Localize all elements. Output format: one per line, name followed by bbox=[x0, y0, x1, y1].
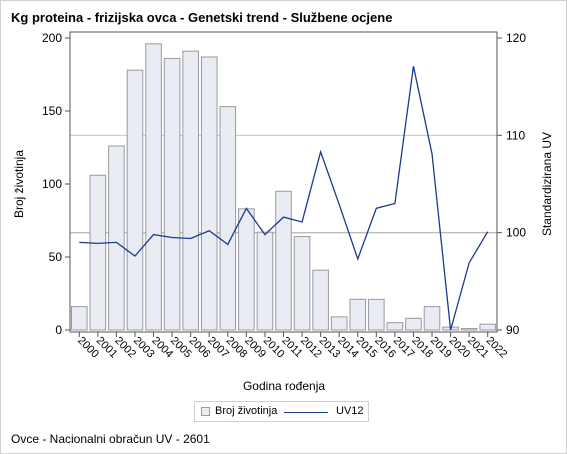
bar bbox=[293, 236, 311, 331]
bar bbox=[200, 56, 218, 331]
y2-tick-label: 110 bbox=[506, 128, 525, 142]
bar bbox=[163, 57, 181, 331]
legend-bar-swatch bbox=[201, 407, 210, 416]
legend-bar-label: Broj životinja bbox=[215, 405, 278, 417]
bar bbox=[108, 145, 125, 331]
y2-tick-label: 120 bbox=[506, 31, 526, 45]
y2-axis-label: Standardizirana UV bbox=[540, 132, 554, 236]
bar bbox=[275, 190, 292, 331]
bar bbox=[238, 208, 255, 331]
x-axis-label: Godina rođenja bbox=[243, 379, 325, 393]
bar bbox=[405, 317, 422, 331]
legend-line-swatch bbox=[284, 412, 328, 413]
y-tick-label: 0 bbox=[55, 323, 62, 337]
bar bbox=[479, 323, 497, 331]
line-series bbox=[79, 66, 489, 331]
bar bbox=[330, 316, 348, 331]
bar bbox=[423, 306, 441, 331]
chart-title: Kg proteina - frizijska ovca - Genetski … bbox=[11, 10, 393, 25]
bar bbox=[145, 43, 162, 331]
bar bbox=[182, 50, 199, 331]
y2-axis-ticks: 90 100 110 120 bbox=[497, 31, 526, 337]
y2-tick-label: 100 bbox=[506, 226, 526, 240]
footnote: Ovce - Nacionalni obračun UV - 2601 bbox=[11, 432, 210, 446]
bar bbox=[460, 328, 478, 331]
bar bbox=[256, 231, 274, 331]
bar bbox=[70, 306, 88, 331]
y-axis-ticks: 0 50 100 150 200 bbox=[42, 31, 70, 337]
bar bbox=[89, 174, 107, 331]
x-axis-ticks: 2000200120022003200420052006200720082009… bbox=[75, 332, 509, 360]
y-tick-label: 150 bbox=[42, 104, 62, 118]
bar bbox=[368, 298, 385, 331]
bar bbox=[349, 298, 367, 331]
bar-series bbox=[70, 43, 497, 331]
y-tick-label: 100 bbox=[42, 177, 62, 191]
y-tick-label: 200 bbox=[42, 31, 62, 45]
bar bbox=[386, 322, 404, 331]
legend: Broj životinja UV12 bbox=[194, 401, 369, 422]
bar bbox=[126, 69, 144, 331]
y-tick-label: 50 bbox=[49, 250, 63, 264]
legend-line-label: UV12 bbox=[336, 405, 364, 417]
y2-tick-label: 90 bbox=[506, 323, 520, 337]
y-axis-label: Broj životinja bbox=[12, 150, 26, 218]
bar bbox=[219, 106, 237, 331]
bar bbox=[312, 269, 329, 331]
